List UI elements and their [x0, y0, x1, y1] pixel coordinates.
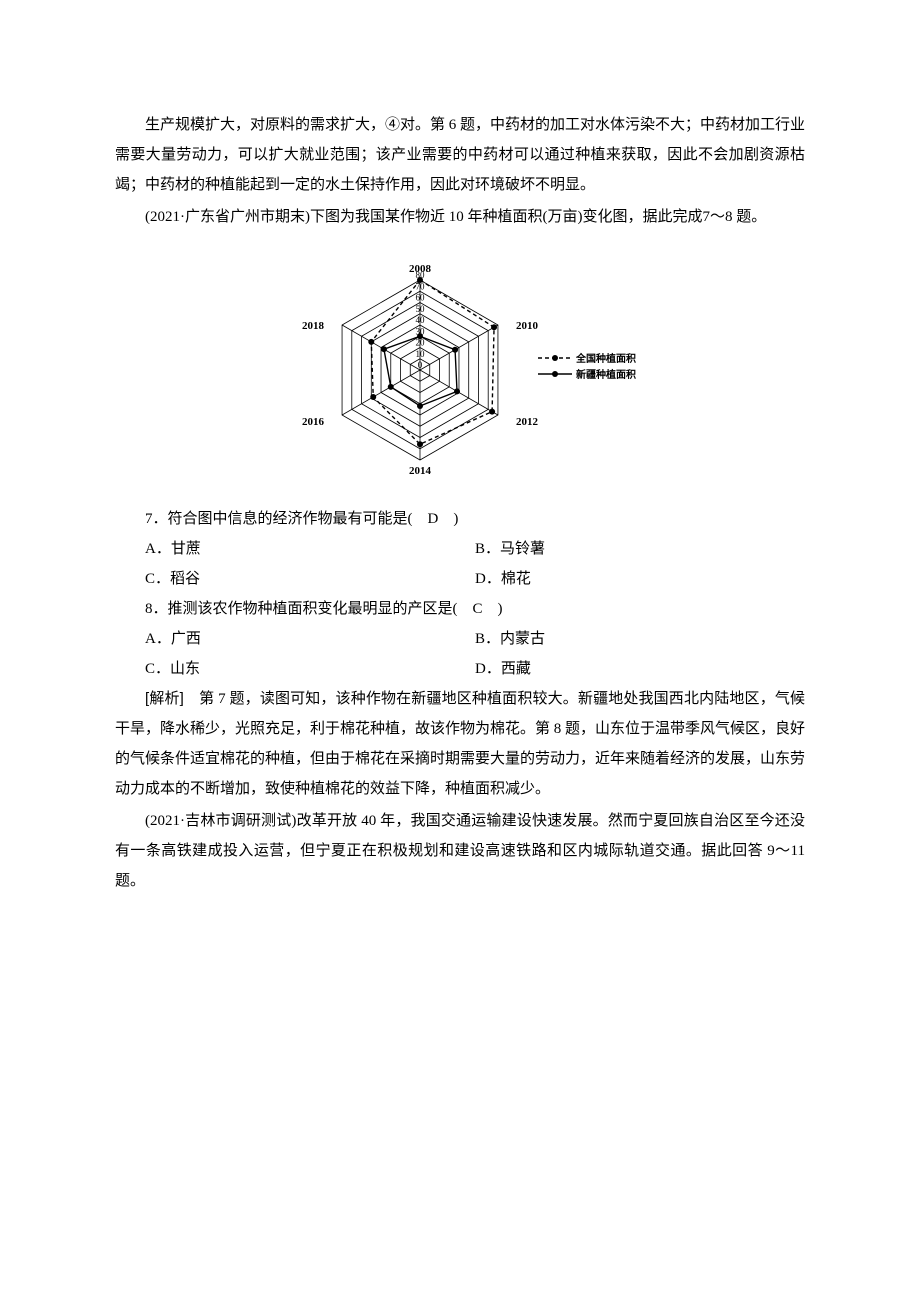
q8-opt-c: C．山东: [145, 661, 200, 677]
q8-stem: 8．推测该农作物种植面积变化最明显的产区是( C ): [115, 594, 805, 624]
q8-options-2: C．山东 D．西藏: [145, 654, 805, 684]
svg-text:40: 40: [416, 315, 426, 325]
q7-options-2: C．稻谷 D．棉花: [145, 564, 805, 594]
svg-text:2016: 2016: [302, 416, 325, 428]
radar-chart: 0102030405060708020082010201220142016201…: [115, 240, 805, 500]
q7-opt-a: A．甘蔗: [145, 541, 201, 557]
analysis-q7-8: [解析] 第 7 题，读图可知，该种作物在新疆地区种植面积较大。新疆地处我国西北…: [115, 684, 805, 804]
intro-q9-11: (2021·吉林市调研测试)改革开放 40 年，我国交通运输建设快速发展。然而宁…: [115, 806, 805, 896]
svg-text:全国种植面积: 全国种植面积: [575, 352, 636, 365]
q8-options: A．广西 B．内蒙古: [145, 624, 805, 654]
svg-text:50: 50: [416, 304, 426, 314]
svg-text:2008: 2008: [409, 263, 432, 275]
paragraph-prev-analysis: 生产规模扩大，对原料的需求扩大，④对。第 6 题，中药材的加工对水体污染不大；中…: [115, 110, 805, 200]
analysis-label: [解析]: [145, 690, 184, 707]
svg-text:2010: 2010: [516, 320, 539, 332]
svg-text:60: 60: [416, 293, 426, 303]
svg-text:新疆种植面积: 新疆种植面积: [576, 368, 636, 381]
intro-q7-8: (2021·广东省广州市期末)下图为我国某作物近 10 年种植面积(万亩)变化图…: [115, 202, 805, 232]
q7-opt-d: D．棉花: [475, 571, 531, 587]
q7-options: A．甘蔗 B．马铃薯: [145, 534, 805, 564]
svg-text:10: 10: [416, 349, 426, 359]
q8-opt-a: A．广西: [145, 631, 201, 647]
svg-text:2012: 2012: [516, 416, 539, 428]
svg-text:0: 0: [418, 360, 423, 370]
q8-opt-d: D．西藏: [475, 661, 531, 677]
q7-stem: 7．符合图中信息的经济作物最有可能是( D ): [115, 504, 805, 534]
q7-opt-c: C．稻谷: [145, 571, 200, 587]
q7-opt-b: B．马铃薯: [475, 541, 545, 557]
q8-opt-b: B．内蒙古: [475, 631, 545, 647]
svg-text:2014: 2014: [409, 465, 432, 477]
svg-text:2018: 2018: [302, 320, 325, 332]
analysis-body: 第 7 题，读图可知，该种作物在新疆地区种植面积较大。新疆地处我国西北内陆地区，…: [115, 691, 805, 797]
